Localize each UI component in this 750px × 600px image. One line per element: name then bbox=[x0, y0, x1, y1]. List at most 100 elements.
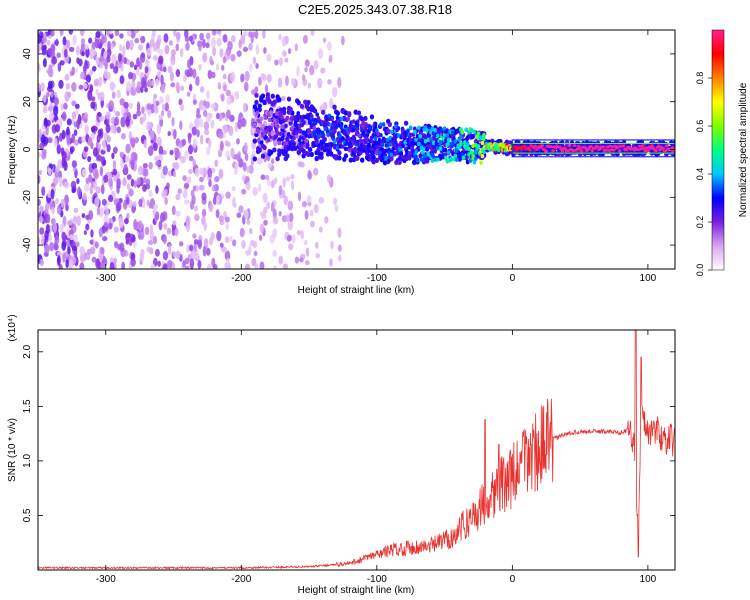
ridge-core bbox=[296, 111, 301, 116]
noise-speckle bbox=[140, 35, 146, 44]
noise-speckle bbox=[133, 30, 140, 34]
noise-speckle bbox=[315, 252, 321, 259]
noise-speckle bbox=[245, 175, 250, 184]
ridge-core bbox=[351, 134, 356, 140]
ridge-halo bbox=[306, 99, 311, 106]
noise-speckle bbox=[38, 199, 41, 206]
noise-speckle bbox=[66, 118, 72, 126]
noise-speckle bbox=[62, 215, 67, 225]
noise-speckle bbox=[57, 62, 62, 72]
noise-speckle bbox=[99, 166, 104, 177]
noise-speckle bbox=[64, 194, 69, 205]
ridge-core bbox=[616, 145, 620, 149]
noise-speckle bbox=[44, 243, 50, 255]
noise-speckle bbox=[246, 165, 250, 173]
noise-speckle bbox=[122, 177, 127, 187]
ridge-halo bbox=[358, 150, 363, 156]
noise-speckle bbox=[184, 199, 190, 205]
noise-speckle bbox=[234, 162, 239, 172]
noise-speckle bbox=[217, 82, 222, 90]
ridge-core bbox=[446, 141, 451, 146]
noise-speckle bbox=[211, 184, 216, 192]
ridge-core bbox=[381, 122, 386, 127]
noise-speckle bbox=[184, 69, 190, 76]
noise-speckle bbox=[153, 235, 158, 245]
noise-speckle bbox=[112, 146, 118, 154]
noise-speckle bbox=[214, 175, 220, 183]
noise-speckle bbox=[243, 81, 249, 92]
noise-speckle bbox=[134, 136, 139, 144]
ridge-core bbox=[665, 144, 669, 148]
noise-speckle bbox=[110, 124, 115, 134]
ridge-core bbox=[349, 120, 353, 125]
noise-speckle bbox=[45, 127, 49, 136]
noise-speckle bbox=[310, 220, 315, 228]
noise-speckle bbox=[38, 82, 42, 92]
noise-speckle bbox=[125, 40, 130, 50]
ridge-core bbox=[339, 121, 344, 127]
noise-speckle bbox=[126, 174, 132, 180]
y-tick-label: 0 bbox=[22, 146, 33, 152]
ridge-core bbox=[316, 143, 321, 149]
noise-speckle bbox=[274, 59, 279, 66]
noise-speckle bbox=[121, 261, 125, 269]
ridge-core bbox=[648, 146, 653, 150]
noise-speckle bbox=[85, 74, 92, 83]
ridge-core bbox=[345, 127, 349, 132]
ridge-core bbox=[454, 157, 459, 162]
noise-speckle bbox=[148, 189, 153, 198]
ridge-core bbox=[366, 146, 371, 152]
ridge-core bbox=[639, 147, 643, 151]
ridge-core bbox=[479, 135, 483, 140]
noise-speckle bbox=[256, 157, 263, 165]
noise-speckle bbox=[119, 242, 125, 253]
noise-speckle bbox=[258, 234, 263, 241]
noise-speckle bbox=[90, 101, 96, 110]
noise-speckle bbox=[116, 89, 121, 99]
noise-speckle bbox=[155, 160, 161, 166]
ridge-halo bbox=[270, 93, 275, 99]
noise-speckle bbox=[259, 223, 265, 234]
ridge-core bbox=[421, 140, 425, 146]
noise-speckle bbox=[120, 158, 124, 169]
ridge-halo bbox=[522, 140, 528, 146]
ridge-core bbox=[370, 152, 375, 157]
ridge-halo bbox=[359, 157, 365, 163]
colorbar bbox=[711, 29, 725, 271]
noise-speckle bbox=[141, 200, 146, 209]
ridge-core bbox=[289, 134, 294, 140]
noise-speckle bbox=[84, 124, 89, 135]
ridge-core bbox=[640, 144, 645, 148]
noise-speckle bbox=[110, 43, 114, 50]
noise-speckle bbox=[117, 63, 122, 69]
noise-speckle bbox=[190, 189, 195, 197]
ridge-halo bbox=[403, 120, 409, 126]
noise-speckle bbox=[175, 81, 180, 91]
noise-speckle bbox=[201, 208, 207, 218]
ridge-core bbox=[330, 117, 334, 122]
noise-speckle bbox=[244, 263, 251, 269]
noise-speckle bbox=[224, 250, 231, 261]
noise-speckle bbox=[241, 239, 246, 249]
ridge-core bbox=[480, 154, 485, 159]
noise-speckle bbox=[156, 136, 163, 147]
noise-speckle bbox=[63, 181, 68, 188]
noise-speckle bbox=[261, 213, 267, 219]
noise-speckle bbox=[109, 62, 115, 70]
ridge-halo bbox=[296, 100, 301, 106]
ridge-core bbox=[544, 149, 549, 153]
ridge-core bbox=[312, 126, 317, 131]
noise-speckle bbox=[131, 205, 136, 214]
ridge-core bbox=[605, 145, 610, 149]
ridge-core bbox=[351, 119, 356, 124]
ridge-core bbox=[431, 131, 436, 136]
ridge-core bbox=[417, 125, 421, 131]
noise-speckle bbox=[79, 246, 85, 256]
ridge-core bbox=[350, 128, 355, 133]
ridge-core bbox=[572, 144, 577, 148]
noise-speckle bbox=[153, 203, 158, 211]
noise-speckle bbox=[184, 150, 189, 159]
noise-speckle bbox=[103, 119, 108, 125]
ridge-core bbox=[361, 120, 366, 125]
ridge-halo bbox=[265, 92, 271, 98]
